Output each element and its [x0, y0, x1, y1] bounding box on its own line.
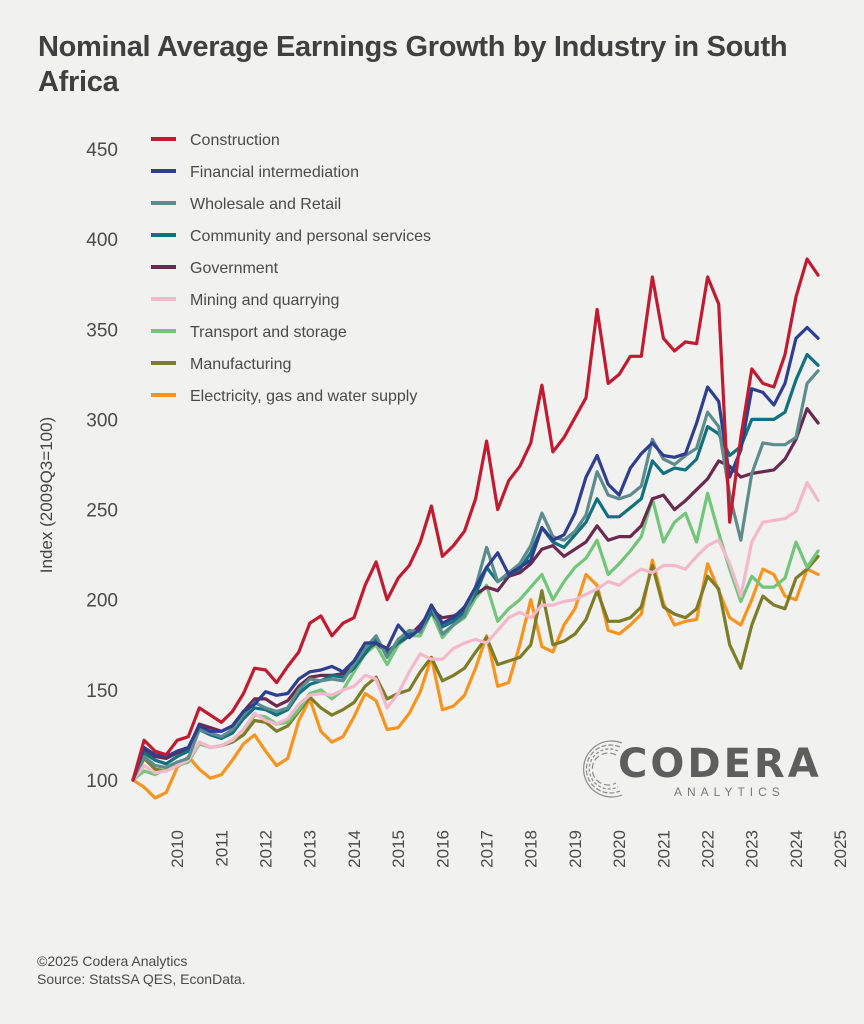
- x-tick-label: 2021: [654, 830, 673, 868]
- series-line-construction: [131, 257, 820, 782]
- x-tick-label: 2022: [699, 830, 718, 868]
- legend-item: Financial intermediation: [151, 164, 359, 181]
- x-tick-label: 2025: [831, 830, 850, 868]
- x-tick-label: 2020: [610, 830, 629, 868]
- x-axis: 2010 2011 2012 2013 2014 2015 2016 2017 2018 2019…: [168, 830, 850, 868]
- x-tick-label: 2018: [522, 830, 541, 868]
- logo-subtitle: ANALYTICS: [674, 785, 785, 799]
- legend-item: Wholesale and Retail: [151, 196, 341, 213]
- legend-item: Construction: [151, 132, 280, 149]
- chart-title: Nominal Average Earnings Growth by Indus…: [38, 31, 788, 98]
- source-text: Source: StatsSA QES, EconData.: [37, 971, 246, 987]
- y-tick-label: 150: [86, 681, 118, 702]
- legend-item: Mining and quarrying: [151, 292, 339, 309]
- legend-label: Wholesale and Retail: [190, 196, 341, 213]
- legend-item: Transport and storage: [151, 324, 347, 341]
- y-tick-label: 450: [86, 140, 118, 161]
- x-tick-label: 2013: [301, 830, 320, 868]
- legend-label: Community and personal services: [190, 228, 431, 245]
- legend-item: Community and personal services: [151, 228, 431, 245]
- series-line-financial-intermediation: [131, 325, 820, 782]
- series-line-manufacturing: [131, 554, 820, 782]
- legend-item: Government: [151, 260, 279, 277]
- legend-label: Manufacturing: [190, 356, 291, 373]
- x-tick-label: 2024: [787, 830, 806, 868]
- legend: Construction Financial intermediation Whol…: [151, 132, 431, 405]
- y-tick-label: 400: [86, 230, 118, 251]
- x-tick-label: 2010: [168, 830, 187, 868]
- y-tick-label: 200: [86, 591, 118, 612]
- x-tick-label: 2014: [345, 830, 364, 868]
- legend-item: Manufacturing: [151, 356, 291, 373]
- y-tick-label: 250: [86, 501, 118, 522]
- series-line-mining-and-quarrying: [131, 480, 820, 782]
- y-tick-label: 350: [86, 320, 118, 341]
- x-tick-label: 2023: [743, 830, 762, 868]
- copyright-text: ©2025 Codera Analytics: [37, 953, 188, 969]
- legend-label: Government: [190, 260, 279, 277]
- y-axis-label: Index (2009Q3=100): [37, 417, 56, 573]
- footer: ©2025 Codera Analytics Source: StatsSA Q…: [37, 952, 246, 988]
- x-tick-label: 2017: [478, 830, 497, 868]
- legend-label: Electricity, gas and water supply: [190, 388, 417, 405]
- legend-label: Transport and storage: [190, 324, 347, 341]
- legend-label: Mining and quarrying: [190, 292, 339, 309]
- y-tick-label: 100: [86, 771, 118, 792]
- x-tick-label: 2015: [389, 830, 408, 868]
- x-tick-label: 2019: [566, 830, 585, 868]
- x-tick-label: 2011: [212, 830, 231, 867]
- x-tick-label: 2012: [257, 830, 276, 868]
- x-tick-label: 2016: [433, 830, 452, 868]
- y-tick-label: 300: [86, 410, 118, 431]
- codera-logo: CODERA ANALYTICS: [578, 733, 819, 803]
- legend-item: Electricity, gas and water supply: [151, 388, 417, 405]
- legend-label: Construction: [190, 132, 280, 149]
- series-line-community-and-personal-services: [131, 352, 820, 782]
- legend-label: Financial intermediation: [190, 164, 359, 181]
- logo-mark-icon: [583, 740, 623, 798]
- series-lines: [131, 257, 820, 800]
- logo-wordmark: CODERA: [618, 741, 822, 787]
- y-axis: 100 150 200 250 300 350 400 450: [86, 140, 118, 792]
